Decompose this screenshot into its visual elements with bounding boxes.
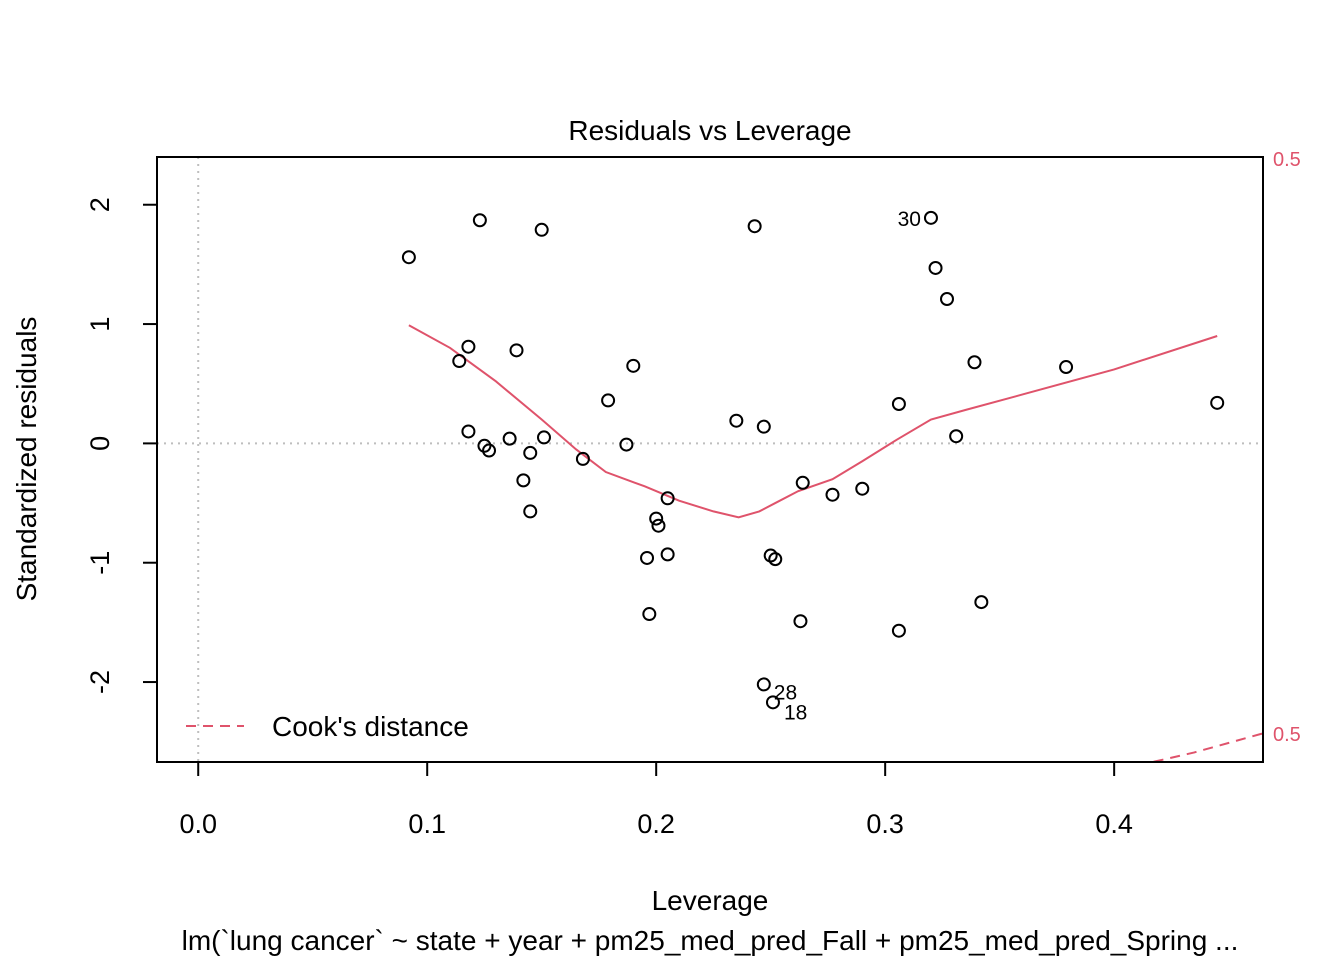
- data-point: [516, 473, 531, 488]
- data-points: [401, 210, 1225, 710]
- data-point: [477, 438, 492, 453]
- reference-lines: [157, 157, 1263, 762]
- data-point: [619, 437, 634, 452]
- data-point: [825, 487, 840, 502]
- data-point: [523, 504, 538, 519]
- data-point: [642, 607, 657, 622]
- data-point: [461, 339, 476, 354]
- data-point: [640, 550, 655, 565]
- cooks-distance-lower-contour: [1148, 732, 1263, 762]
- plot-frame: [156, 156, 1264, 763]
- y-axis-label: Standardized residuals: [11, 317, 42, 602]
- data-point: [768, 552, 783, 567]
- data-point: [891, 397, 906, 412]
- cooks-contour-labels: 0.5 0.5: [1273, 149, 1301, 746]
- data-point: [729, 413, 744, 428]
- data-point: [523, 445, 538, 460]
- y-tick-label: -1: [85, 551, 115, 575]
- point-label: 30: [898, 208, 921, 231]
- y-tick-label: 1: [85, 317, 115, 332]
- x-axis-label: Leverage: [652, 885, 769, 916]
- data-point: [401, 250, 416, 265]
- data-point: [536, 430, 551, 445]
- data-point: [855, 481, 870, 496]
- data-point: [502, 431, 517, 446]
- chart-title: Residuals vs Leverage: [568, 115, 851, 146]
- x-tick-label: 0.0: [179, 809, 217, 839]
- data-point: [472, 213, 487, 228]
- cooks-label-upper: 0.5: [1273, 149, 1301, 171]
- data-point: [928, 260, 943, 275]
- data-point: [660, 547, 675, 562]
- data-point: [795, 475, 810, 490]
- legend-cooks-label: Cook's distance: [272, 711, 469, 742]
- data-point: [649, 511, 664, 526]
- x-tick-label: 0.2: [637, 809, 675, 839]
- y-tick-label: 0: [85, 436, 115, 451]
- data-point: [1059, 360, 1074, 375]
- model-formula-caption: lm(`lung cancer` ~ state + year + pm25_m…: [182, 925, 1239, 956]
- data-point: [923, 210, 938, 225]
- data-point: [626, 358, 641, 373]
- y-tick-label: 2: [85, 197, 115, 212]
- data-point: [949, 429, 964, 444]
- data-point: [651, 518, 666, 533]
- data-point: [509, 343, 524, 358]
- smooth-line-group: [408, 324, 1218, 519]
- cooks-distance-contours: [1148, 732, 1263, 762]
- data-point: [974, 595, 989, 610]
- data-point: [891, 623, 906, 638]
- data-point: [534, 222, 549, 237]
- data-point: [660, 491, 675, 506]
- data-point: [575, 451, 590, 466]
- data-point: [747, 219, 762, 234]
- data-point: [1210, 395, 1225, 410]
- data-point: [967, 355, 982, 370]
- x-tick-label: 0.3: [866, 809, 904, 839]
- data-point: [940, 292, 954, 307]
- point-label: 28: [774, 681, 797, 704]
- data-point: [756, 677, 771, 692]
- y-axis: 2 1 0 -1 -2: [85, 197, 158, 694]
- data-point: [765, 695, 780, 710]
- x-axis: 0.0 0.1 0.2 0.3 0.4: [179, 761, 1133, 839]
- x-tick-label: 0.1: [408, 809, 446, 839]
- data-point: [756, 419, 771, 434]
- data-point: [452, 354, 467, 369]
- legend: Cook's distance: [186, 711, 469, 742]
- data-point: [601, 393, 616, 408]
- y-tick-label: -2: [85, 670, 115, 694]
- point-label: 18: [784, 701, 807, 724]
- x-tick-label: 0.4: [1095, 809, 1133, 839]
- data-point: [793, 614, 808, 629]
- data-point: [461, 424, 476, 439]
- smooth-line: [408, 324, 1218, 519]
- data-point: [482, 443, 497, 458]
- cooks-label-lower: 0.5: [1273, 724, 1301, 746]
